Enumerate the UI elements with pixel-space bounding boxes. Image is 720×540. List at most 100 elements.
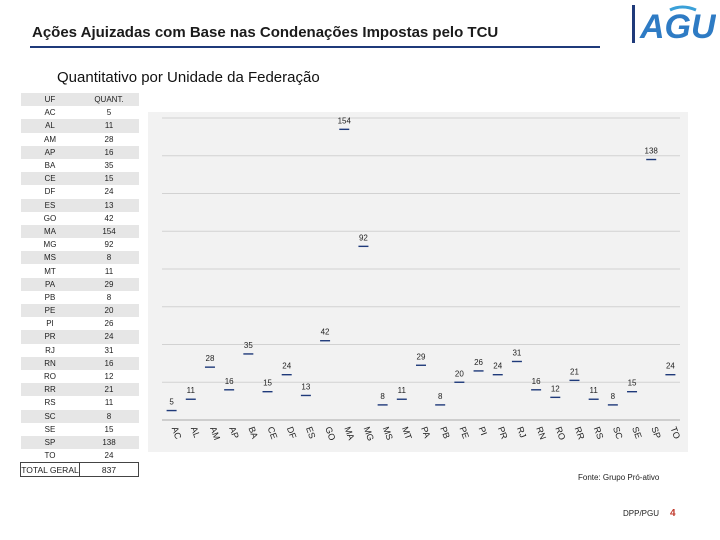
data-label: 20 — [455, 369, 464, 378]
data-label: 5 — [169, 398, 174, 407]
uf-cell: AM — [44, 134, 56, 144]
x-tick-label: PI — [477, 425, 489, 436]
data-label: 42 — [321, 328, 330, 337]
table-row: RN 16 — [20, 356, 139, 370]
x-tick-label: PB — [438, 425, 452, 440]
table-row: SE 15 — [21, 423, 139, 436]
data-label: 24 — [666, 362, 675, 371]
quant-cell: 12 — [104, 372, 114, 382]
table-row: DF 24 — [21, 185, 139, 198]
uf-cell: AP — [20, 145, 80, 159]
uf-cell: RS — [44, 398, 56, 408]
data-label: 16 — [532, 377, 541, 386]
table-row: SC 8 — [20, 409, 139, 423]
x-tick-label: PA — [419, 425, 432, 439]
data-label: 24 — [493, 362, 502, 371]
x-tick-label: MS — [381, 425, 395, 441]
quant-cell: 11 — [104, 266, 114, 276]
uf-cell: RO — [44, 372, 56, 382]
quant-cell: 31 — [104, 345, 114, 355]
data-label: 12 — [551, 384, 560, 393]
x-tick-label: MG — [362, 425, 376, 442]
quant-cell: 21 — [79, 383, 139, 397]
table-row: BA 35 — [21, 159, 139, 172]
uf-cell: PB — [44, 292, 56, 302]
quant-cell: 154 — [79, 224, 139, 239]
quant-cell: 20 — [79, 304, 139, 318]
data-label: 13 — [301, 382, 310, 391]
chart-subtitle: Quantitativo por Unidade da Federação — [57, 69, 320, 86]
x-tick-label: CE — [266, 425, 280, 440]
uf-cell: AC — [44, 108, 56, 118]
x-tick-label: BA — [246, 425, 260, 440]
table-row: MA 154 — [20, 224, 139, 239]
x-tick-label: PE — [457, 425, 471, 440]
quant-cell: 8 — [79, 251, 139, 265]
uf-table: UF QUANT. AC 5 AL 11 AM 28 AP 16 BA 35 CE 15 DF 24 ES 1… — [20, 93, 139, 478]
table-row: AM 28 — [21, 133, 139, 146]
title-underline — [30, 46, 600, 48]
uf-cell: RJ — [45, 345, 55, 355]
data-label: 8 — [438, 392, 443, 401]
uf-cell: MA — [20, 224, 80, 239]
x-tick-label: PR — [496, 425, 510, 441]
table-row: PI 26 — [21, 317, 139, 330]
quant-cell: 8 — [106, 292, 112, 302]
quant-cell: 11 — [79, 119, 139, 133]
table-row: PR 24 — [20, 330, 139, 344]
uf-cell: MT — [44, 266, 56, 276]
table-row: SP 138 — [20, 435, 139, 450]
x-tick-label: DF — [285, 425, 299, 440]
x-tick-label: TO — [669, 425, 683, 440]
uf-cell: SP — [20, 435, 80, 450]
x-tick-label: RR — [573, 425, 587, 441]
quant-cell: 24 — [104, 187, 114, 197]
quant-cell: 35 — [104, 161, 114, 171]
x-tick-label: SE — [630, 425, 644, 440]
quant-cell: 138 — [79, 435, 139, 450]
quant-cell: 13 — [79, 198, 139, 212]
uf-cell: SE — [44, 424, 56, 434]
uf-cell: TO — [44, 451, 56, 461]
x-tick-label: SP — [649, 425, 663, 440]
table-row: PE 20 — [20, 304, 139, 318]
uf-cell: MG — [43, 240, 57, 250]
quant-column-header: QUANT. — [79, 93, 139, 107]
quant-cell: 28 — [104, 134, 114, 144]
quant-cell: 24 — [79, 330, 139, 344]
table-row: MG 92 — [21, 238, 139, 251]
uf-cell: RN — [20, 356, 80, 370]
quant-cell: 16 — [79, 145, 139, 159]
uf-cell: PI — [46, 319, 54, 329]
total-label: TOTAL GERAL — [20, 462, 80, 478]
page-title: Ações Ajuizadas com Base nas Condenações… — [32, 24, 499, 41]
table-row: MS 8 — [20, 251, 139, 265]
line-chart: 5 11 28 16 35 15 24 13 42 154 92 8 11 29 8 20 26 24 31 16 12… — [148, 112, 688, 452]
x-tick-label: GO — [323, 425, 337, 442]
x-tick-label: AM — [208, 425, 222, 441]
x-tick-label: ES — [304, 425, 318, 440]
uf-cell: RR — [20, 383, 80, 397]
table-row: RJ 31 — [21, 344, 139, 357]
data-label: 11 — [590, 386, 599, 395]
data-label: 16 — [225, 377, 234, 386]
agu-logo: AGU — [630, 4, 716, 44]
data-label: 26 — [474, 358, 483, 367]
uf-cell: BA — [44, 161, 56, 171]
table-row: TO 24 — [21, 449, 139, 463]
x-tick-label: AC — [170, 425, 184, 441]
data-label: 138 — [645, 147, 659, 156]
uf-cell: CE — [20, 172, 80, 186]
data-label: 154 — [338, 116, 352, 125]
table-row: PA 29 — [20, 277, 139, 291]
department-label: DPP/PGU — [623, 509, 660, 518]
table-row: AP 16 — [20, 145, 139, 159]
x-tick-label: SC — [611, 425, 625, 441]
data-label: 8 — [611, 392, 616, 401]
uf-cell: PE — [20, 304, 80, 318]
page-number: 4 — [670, 508, 676, 519]
table-row: RO 12 — [21, 370, 139, 383]
quant-cell: 16 — [79, 356, 139, 370]
total-value: 837 — [79, 462, 139, 478]
quant-cell: 26 — [104, 319, 114, 329]
